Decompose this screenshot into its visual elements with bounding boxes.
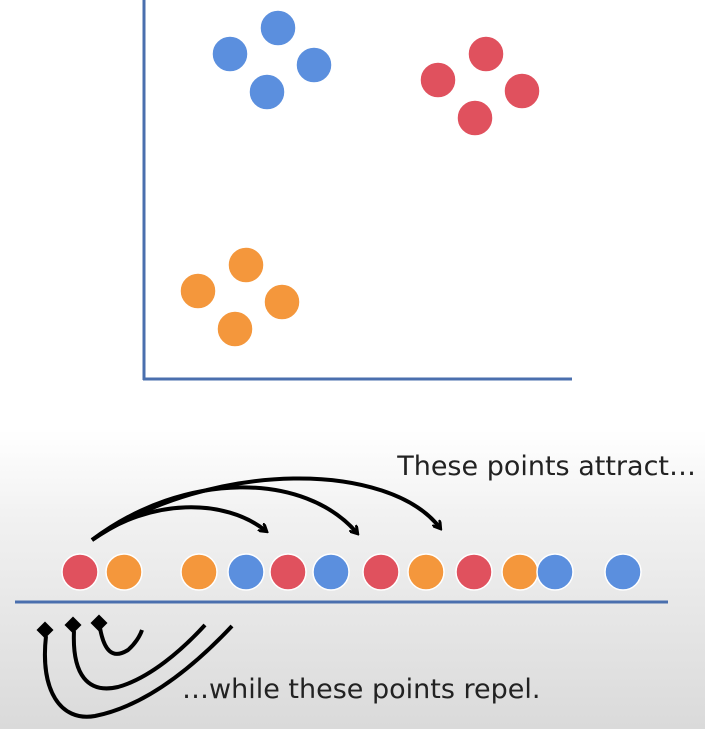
line-point-red xyxy=(269,553,307,591)
attract-arrow-long xyxy=(90,476,440,542)
line-point-orange xyxy=(501,553,539,591)
red-cluster-point xyxy=(456,99,494,137)
line-point-red xyxy=(61,553,99,591)
scatter-axes xyxy=(142,0,572,381)
attract-arrow-mid xyxy=(90,485,357,542)
line-points xyxy=(61,553,642,591)
line-point-blue xyxy=(604,553,642,591)
blue-cluster-point xyxy=(259,9,297,47)
caption-repel: …while these points repel. xyxy=(182,674,541,705)
line-point-blue xyxy=(312,553,350,591)
repel-diamond-3 xyxy=(90,614,108,632)
orange-cluster-point xyxy=(216,310,254,348)
red-cluster-point xyxy=(419,61,457,99)
line-point-red xyxy=(362,553,400,591)
line-point-blue xyxy=(536,553,574,591)
repel-curve-inner xyxy=(98,627,144,656)
repel-diamonds xyxy=(36,614,108,639)
red-cluster-point xyxy=(467,35,505,73)
line-point-orange xyxy=(105,553,143,591)
attract-arrows xyxy=(90,476,440,542)
blue-cluster-point xyxy=(248,73,286,111)
line-point-orange xyxy=(407,553,445,591)
orange-cluster-point xyxy=(263,283,301,321)
line-point-red xyxy=(455,553,493,591)
repel-diamond-2 xyxy=(64,616,82,634)
blue-cluster-point xyxy=(211,35,249,73)
repel-curve-middle xyxy=(71,623,207,691)
scatter-clusters xyxy=(179,9,541,348)
orange-cluster-point xyxy=(227,246,265,284)
repel-diamond-1 xyxy=(36,621,54,639)
repel-curve-outer xyxy=(43,624,234,719)
red-cluster-point xyxy=(503,72,541,110)
line-point-blue xyxy=(227,553,265,591)
blue-cluster-point xyxy=(295,46,333,84)
repel-curves xyxy=(43,623,234,719)
caption-attract: These points attract… xyxy=(397,451,696,482)
line-point-orange xyxy=(180,553,218,591)
orange-cluster-point xyxy=(179,272,217,310)
